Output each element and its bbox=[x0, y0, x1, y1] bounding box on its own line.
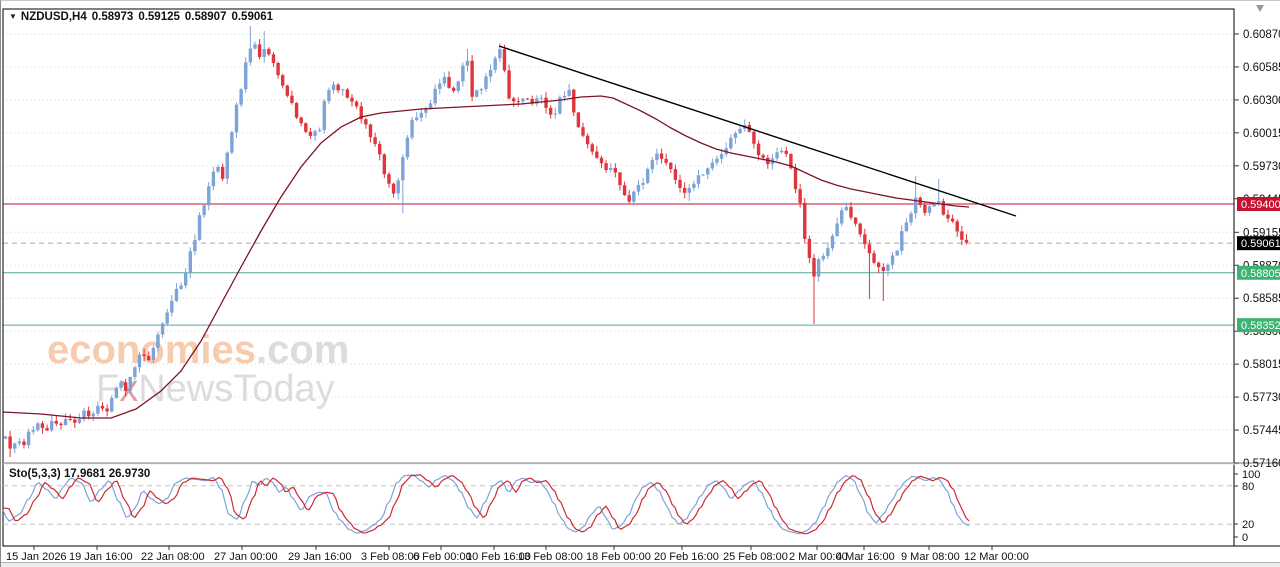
time-tick-label: 3 Feb 08:00 bbox=[361, 551, 420, 563]
sto-signal-line bbox=[3, 474, 970, 535]
moving-average-line[interactable] bbox=[2, 95, 970, 419]
descending-trendline[interactable] bbox=[498, 45, 1017, 217]
svg-text:0.58805: 0.58805 bbox=[1241, 268, 1280, 280]
time-axis[interactable]: 15 Jan 2026 19 Jan 16:00 22 Jan 08:00 27 Ja… bbox=[6, 546, 1029, 563]
candles-group bbox=[3, 26, 969, 457]
ohlc-low: 0.58907 bbox=[184, 11, 227, 23]
level-price-badge: 0.58805 bbox=[1237, 265, 1280, 280]
time-tick-label: 27 Jan 00:00 bbox=[214, 551, 278, 563]
price-tick-label: 0.57445 bbox=[1243, 425, 1280, 437]
symbol-collapse-icon[interactable]: ▼ bbox=[9, 12, 17, 21]
price-tick-label: 0.58585 bbox=[1243, 293, 1280, 305]
plot-borders bbox=[2, 8, 1280, 547]
sto-scale-label: 0 bbox=[1242, 532, 1248, 544]
sto-scale-label: 80 bbox=[1242, 481, 1254, 493]
level-price-badge: 0.58352 bbox=[1237, 318, 1280, 333]
symbol-period-label: NZDUSD,H4 bbox=[20, 11, 87, 23]
time-tick-label: 4 Mar 16:00 bbox=[836, 551, 895, 563]
time-tick-label: 12 Mar 00:00 bbox=[964, 551, 1029, 563]
time-tick-label: 20 Feb 16:00 bbox=[654, 551, 719, 563]
time-tick-label: 29 Jan 16:00 bbox=[288, 551, 352, 563]
time-tick-label: 13 Feb 08:00 bbox=[518, 551, 583, 563]
svg-text:economies.com: economies.com bbox=[47, 328, 349, 372]
svg-text:0.58352: 0.58352 bbox=[1241, 320, 1280, 332]
chart-shift-marker[interactable] bbox=[1256, 5, 1264, 12]
ohlc-open: 0.58973 bbox=[91, 11, 134, 23]
sto-label: Sto(5,3,3) 17.9681 26.9730 bbox=[9, 468, 150, 480]
level-lines[interactable] bbox=[3, 203, 1234, 326]
ohlc-high: 0.59125 bbox=[138, 11, 180, 23]
time-tick-label: 18 Feb 00:00 bbox=[586, 551, 651, 563]
time-tick-label: 9 Mar 08:00 bbox=[901, 551, 960, 563]
svg-text:0.59061: 0.59061 bbox=[1241, 238, 1280, 250]
chart-title-bar[interactable]: ▼ NZDUSD,H4 0.58973 0.59125 0.58907 0.59061 bbox=[9, 11, 278, 23]
time-tick-label: 15 Jan 2026 bbox=[6, 551, 67, 563]
svg-text:FxNewsToday: FxNewsToday bbox=[96, 368, 335, 410]
time-tick-label: 10 Feb 16:00 bbox=[466, 551, 531, 563]
time-tick-label: 6 Feb 00:00 bbox=[413, 551, 472, 563]
ohlc-close: 0.59061 bbox=[231, 11, 274, 23]
svg-text:0.59400: 0.59400 bbox=[1241, 199, 1280, 211]
price-tick-label: 0.60585 bbox=[1243, 62, 1280, 74]
sto-scale-label: 100 bbox=[1242, 469, 1260, 481]
level-price-badge: 0.59400 bbox=[1237, 196, 1280, 211]
time-tick-label: 25 Feb 08:00 bbox=[723, 551, 788, 563]
price-tick-label: 0.60015 bbox=[1243, 128, 1280, 140]
sto-main-line bbox=[2, 474, 970, 535]
watermark: economies.comFxNewsToday bbox=[47, 328, 349, 410]
time-tick-label: 2 Mar 00:00 bbox=[789, 551, 848, 563]
current-price-badge: 0.59061 bbox=[1237, 236, 1280, 251]
time-tick-label: 22 Jan 08:00 bbox=[141, 551, 205, 563]
window-bottom-edge bbox=[1, 562, 1280, 567]
time-tick-label: 19 Jan 16:00 bbox=[69, 551, 133, 563]
sto-scale-label: 20 bbox=[1242, 519, 1254, 531]
price-tick-label: 0.58015 bbox=[1243, 359, 1280, 371]
